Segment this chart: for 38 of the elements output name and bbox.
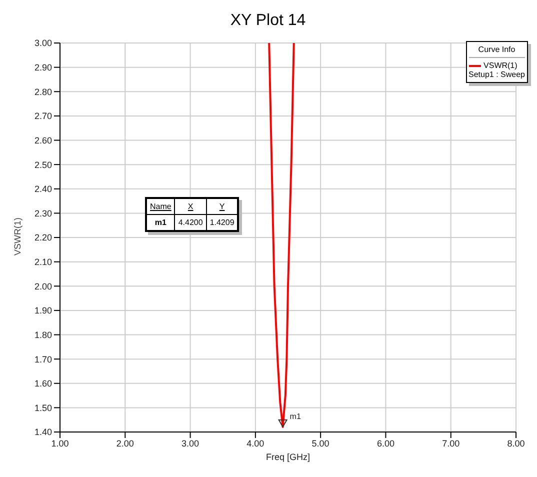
- y-axis-title: VSWR(1): [12, 218, 22, 256]
- x-tick-label: 4.00: [246, 438, 264, 448]
- x-tick-label: 2.00: [116, 438, 134, 448]
- annotation: Name: [146, 198, 175, 214]
- legend-title: Curve Info: [468, 45, 525, 58]
- x-tick-label: 8.00: [507, 438, 525, 448]
- y-tick-label: 2.40: [34, 184, 52, 194]
- y-tick-label: 2.10: [34, 257, 52, 268]
- x-axis-title: Freq [GHz]: [266, 452, 310, 462]
- y-tick-label: 2.60: [34, 135, 52, 146]
- annotation: m1: [290, 412, 302, 421]
- y-tick-label: 1.40: [34, 427, 52, 438]
- annotation: 1.4209: [206, 214, 238, 231]
- legend-label: VSWR(1): [484, 61, 518, 70]
- y-tick-label: 2.90: [34, 62, 52, 73]
- annotation: Y: [206, 198, 238, 214]
- chart-title: XY Plot 14: [229, 12, 307, 30]
- y-tick-label: 2.30: [34, 208, 52, 218]
- annotation: m1: [146, 214, 175, 231]
- y-tick-label: 1.90: [34, 306, 52, 316]
- y-tick-label: 1.70: [34, 354, 52, 364]
- y-tick-label: 2.70: [34, 111, 52, 122]
- annotation: X: [174, 198, 206, 214]
- y-tick-label: 2.20: [34, 232, 52, 243]
- annotation: Setup1 : Sweep: [468, 70, 525, 79]
- x-tick-label: 5.00: [312, 438, 330, 448]
- annotation: 4.4200: [174, 214, 206, 231]
- x-tick-label: 7.00: [442, 438, 460, 448]
- y-tick-label: 1.80: [34, 330, 52, 340]
- y-tick-label: 1.50: [34, 402, 52, 413]
- y-tick-label: 2.00: [34, 281, 52, 292]
- x-tick-label: 1.00: [51, 438, 69, 448]
- y-tick-label: 2.80: [34, 86, 52, 97]
- y-tick-label: 1.60: [34, 378, 52, 389]
- x-tick-label: 3.00: [182, 438, 200, 448]
- y-tick-label: 2.50: [34, 160, 52, 170]
- x-tick-label: 6.00: [376, 438, 394, 448]
- y-tick-label: 3.00: [34, 38, 52, 48]
